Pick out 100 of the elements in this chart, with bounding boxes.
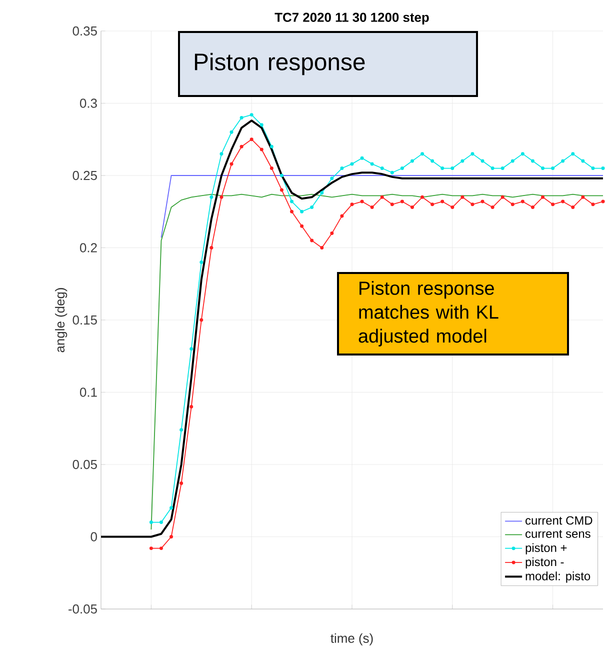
point xyxy=(420,152,424,156)
point xyxy=(500,166,504,170)
y-tick-label: 0.25 xyxy=(72,170,97,180)
y-tick-label: 0 xyxy=(90,532,97,542)
point xyxy=(400,166,404,170)
annotation: Piston response matches with KL adjusted model xyxy=(358,280,498,346)
legend-label: piston + xyxy=(526,543,567,554)
y-tick-label: 0.1 xyxy=(80,388,97,397)
point xyxy=(159,546,163,550)
point xyxy=(510,159,514,163)
point xyxy=(290,210,294,214)
point xyxy=(561,159,565,163)
point xyxy=(581,159,585,163)
point xyxy=(240,144,244,148)
y-tick-label: 0.2 xyxy=(80,243,97,252)
point xyxy=(149,520,153,524)
point xyxy=(320,246,324,250)
point xyxy=(270,144,274,148)
point xyxy=(380,166,384,170)
point xyxy=(340,166,344,170)
point xyxy=(310,206,314,210)
point xyxy=(350,202,354,206)
point xyxy=(440,200,444,204)
point xyxy=(490,206,494,210)
y-tick-label: -0.05 xyxy=(68,604,97,614)
point xyxy=(200,260,204,264)
point xyxy=(571,152,575,156)
point xyxy=(460,195,464,199)
y-tick-label: 0.15 xyxy=(72,315,97,325)
point xyxy=(280,174,284,178)
y-tick-label: 0.3 xyxy=(80,98,97,108)
point xyxy=(390,202,394,206)
point xyxy=(260,123,264,127)
point xyxy=(260,148,264,152)
point xyxy=(520,152,524,156)
point xyxy=(280,188,284,192)
point xyxy=(591,202,595,206)
point xyxy=(510,202,514,206)
chart-title: TC7 2020 11 30 1200 step xyxy=(274,12,429,24)
point xyxy=(400,200,404,204)
point xyxy=(480,200,484,204)
point xyxy=(480,159,484,163)
legend-label: current CMD xyxy=(526,516,592,525)
point xyxy=(561,200,565,204)
point xyxy=(170,506,174,510)
point xyxy=(470,202,474,206)
point xyxy=(591,166,595,170)
point xyxy=(200,318,204,322)
point xyxy=(530,206,534,210)
point xyxy=(159,520,163,524)
point xyxy=(149,546,153,550)
x-axis-title: time (s) xyxy=(330,633,373,646)
point xyxy=(170,535,174,538)
point xyxy=(380,195,384,199)
point xyxy=(450,166,454,170)
point xyxy=(541,166,545,170)
point xyxy=(410,159,414,163)
point xyxy=(370,162,374,166)
point xyxy=(551,202,555,206)
point xyxy=(270,166,274,170)
point xyxy=(220,152,224,156)
point xyxy=(430,159,434,163)
point xyxy=(300,224,304,228)
point xyxy=(180,482,184,486)
point xyxy=(571,206,575,210)
point xyxy=(230,162,234,166)
point xyxy=(370,206,374,210)
point xyxy=(530,159,534,163)
point xyxy=(210,195,214,199)
point xyxy=(500,195,504,199)
point xyxy=(541,195,545,199)
point xyxy=(390,170,394,174)
y-tick-label: 0.35 xyxy=(72,26,97,36)
point xyxy=(490,166,494,170)
point xyxy=(551,166,555,170)
point xyxy=(420,195,424,199)
annotation: Piston response xyxy=(194,52,365,76)
point xyxy=(360,200,364,204)
point xyxy=(250,113,254,117)
legend-label: model: pisto xyxy=(526,572,590,583)
point xyxy=(581,195,585,199)
point xyxy=(330,176,334,180)
point xyxy=(190,347,194,351)
point xyxy=(601,200,605,204)
point xyxy=(310,238,314,242)
point xyxy=(440,166,444,170)
point xyxy=(320,191,324,195)
point xyxy=(180,428,184,432)
point xyxy=(330,232,334,236)
point xyxy=(220,195,224,199)
point xyxy=(230,130,234,134)
point xyxy=(360,156,364,160)
point xyxy=(240,116,244,120)
point xyxy=(410,206,414,210)
point xyxy=(350,162,354,166)
point xyxy=(300,210,304,214)
point xyxy=(601,166,605,170)
point xyxy=(460,159,464,163)
point xyxy=(210,246,214,250)
point xyxy=(520,200,524,204)
